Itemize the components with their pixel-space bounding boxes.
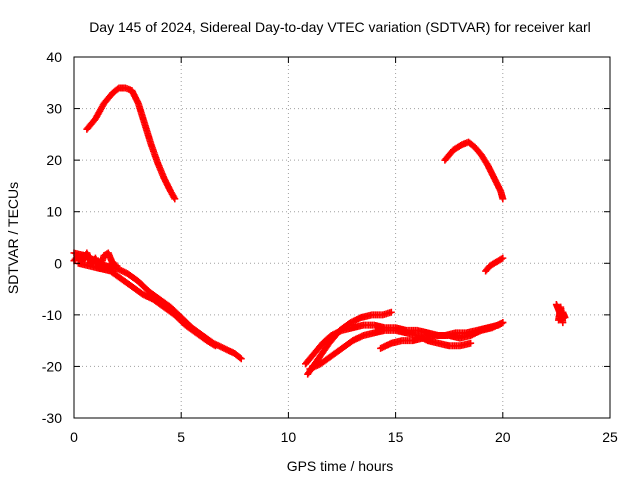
series-arc-9 xyxy=(377,319,507,352)
series-arc-1 xyxy=(83,84,179,203)
x-tick-label: 25 xyxy=(602,429,618,445)
y-tick-label: -10 xyxy=(42,307,62,323)
series-arc-2 xyxy=(441,138,507,203)
data-point xyxy=(467,339,475,347)
y-tick-label: 0 xyxy=(54,255,62,271)
data-point xyxy=(497,319,505,327)
data-point xyxy=(499,319,507,327)
data-point xyxy=(237,355,245,363)
data-point xyxy=(236,354,244,362)
y-axis-label: SDTVAR / TECUs xyxy=(5,182,21,294)
grid-lines xyxy=(74,57,610,418)
y-tick-label: 10 xyxy=(46,204,62,220)
y-tick-label: -20 xyxy=(42,358,62,374)
y-tick-label: 30 xyxy=(46,101,62,117)
data-point xyxy=(212,342,220,350)
plot-frame xyxy=(73,56,611,419)
data-markers xyxy=(70,84,569,378)
y-tick-label: -30 xyxy=(42,410,62,426)
x-tick-label: 5 xyxy=(177,429,185,445)
x-tick-label: 0 xyxy=(70,429,78,445)
series-arc-5 xyxy=(74,259,220,350)
data-point xyxy=(210,341,218,349)
x-tick-label: 20 xyxy=(495,429,511,445)
x-tick-label: 10 xyxy=(281,429,297,445)
data-point xyxy=(171,195,179,203)
data-point xyxy=(559,319,567,327)
data-point xyxy=(387,308,395,316)
y-tick-label: 40 xyxy=(46,49,62,65)
y-tick-label: 20 xyxy=(46,152,62,168)
chart-title: Day 145 of 2024, Sidereal Day-to-day VTE… xyxy=(89,19,591,35)
data-point xyxy=(499,254,507,262)
data-point xyxy=(499,195,507,203)
series-arc-10 xyxy=(482,254,507,275)
series-arc-11 xyxy=(552,301,569,327)
data-point xyxy=(497,255,505,263)
x-axis-label: GPS time / hours xyxy=(287,458,394,474)
axis-ticks: 0 5 10 15 20 25 -30 -20 -10 0 10 20 30 40 xyxy=(42,49,618,445)
x-tick-label: 15 xyxy=(388,429,404,445)
